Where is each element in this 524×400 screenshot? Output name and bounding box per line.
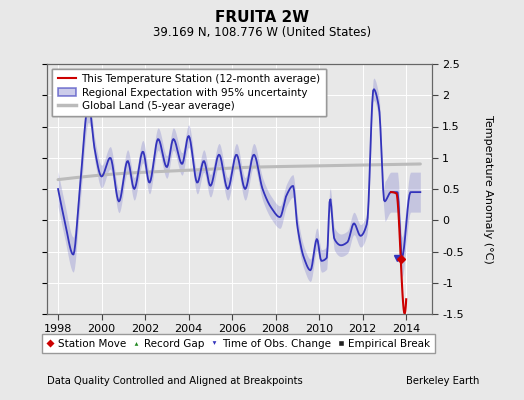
Legend: Station Move, Record Gap, Time of Obs. Change, Empirical Break: Station Move, Record Gap, Time of Obs. C… — [42, 334, 435, 353]
Legend: This Temperature Station (12-month average), Regional Expectation with 95% uncer: This Temperature Station (12-month avera… — [52, 69, 326, 116]
Text: 39.169 N, 108.776 W (United States): 39.169 N, 108.776 W (United States) — [153, 26, 371, 39]
Text: Data Quality Controlled and Aligned at Breakpoints: Data Quality Controlled and Aligned at B… — [47, 376, 303, 386]
Y-axis label: Temperature Anomaly (°C): Temperature Anomaly (°C) — [483, 115, 493, 263]
Text: Berkeley Earth: Berkeley Earth — [406, 376, 479, 386]
Text: FRUITA 2W: FRUITA 2W — [215, 10, 309, 25]
